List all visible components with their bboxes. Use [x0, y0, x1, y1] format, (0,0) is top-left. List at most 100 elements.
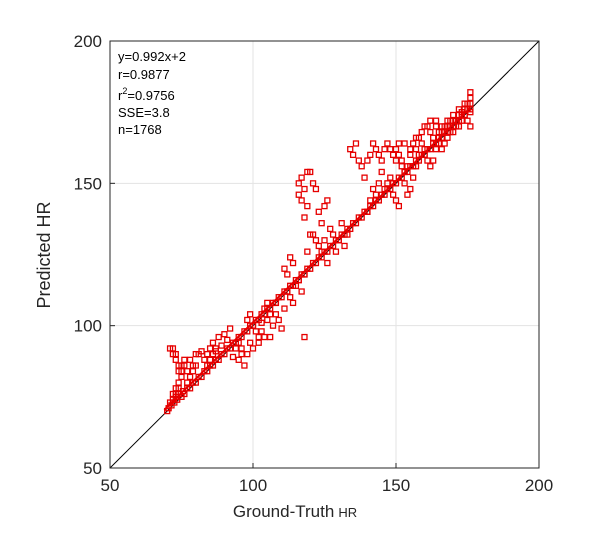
data-point — [304, 202, 311, 210]
data-point — [327, 225, 334, 233]
data-point — [387, 146, 394, 153]
data-point — [467, 123, 474, 130]
data-point — [312, 185, 320, 193]
data-point — [298, 197, 305, 204]
data-point — [421, 123, 428, 130]
annotation-n: n=1768 — [118, 122, 162, 137]
data-point — [209, 339, 217, 346]
data-point — [258, 319, 265, 326]
fit-line — [163, 106, 472, 411]
data-point — [344, 231, 351, 238]
data-point — [441, 140, 448, 147]
data-point — [410, 174, 417, 181]
data-point — [455, 111, 463, 119]
data-point — [467, 94, 474, 102]
data-point — [338, 220, 345, 227]
data-point — [204, 350, 211, 358]
data-point — [206, 356, 214, 363]
data-point — [287, 254, 294, 261]
data-point — [450, 111, 457, 119]
data-point — [264, 299, 271, 307]
data-point — [321, 237, 328, 244]
data-point — [341, 242, 348, 250]
data-point — [301, 185, 308, 193]
data-point — [432, 123, 440, 130]
fit-line-path — [163, 106, 472, 411]
data-point — [450, 128, 457, 136]
data-point — [175, 362, 182, 369]
data-point — [332, 248, 340, 255]
data-point — [412, 134, 420, 141]
data-point — [235, 339, 242, 346]
data-point — [284, 271, 291, 278]
data-point — [244, 350, 251, 358]
data-point — [195, 350, 202, 358]
data-point — [212, 345, 219, 352]
data-point — [272, 311, 280, 318]
data-point — [186, 373, 194, 381]
data-point — [267, 311, 274, 318]
data-point — [324, 259, 331, 267]
tick-labels: 50 100 150 200 50 100 150 200 — [74, 32, 554, 495]
data-point — [201, 356, 208, 363]
data-point — [224, 336, 231, 344]
data-point — [261, 333, 268, 341]
data-point — [298, 288, 305, 295]
data-point — [287, 294, 294, 301]
data-point — [309, 231, 317, 238]
y-tick-label: 200 — [74, 32, 102, 51]
data-point — [461, 100, 468, 107]
data-point — [355, 157, 362, 164]
data-point — [424, 157, 431, 164]
data-point — [278, 325, 285, 332]
data-point — [255, 333, 262, 341]
annotation-r2: r2=0.9756 — [118, 86, 175, 103]
data-point — [329, 231, 337, 238]
data-point — [444, 134, 451, 141]
data-point — [232, 345, 239, 352]
data-point — [269, 322, 277, 329]
data-point — [392, 197, 400, 204]
data-point — [249, 345, 257, 352]
data-point — [267, 333, 274, 341]
data-point — [435, 140, 443, 147]
data-point — [298, 174, 305, 181]
data-point — [367, 151, 374, 159]
data-point — [358, 163, 365, 170]
annotation-r2-exp: 2 — [122, 86, 127, 96]
data-point — [375, 151, 382, 159]
data-point — [352, 140, 360, 147]
annotation-r: r=0.9877 — [118, 67, 170, 82]
annotation-sse: SSE=3.8 — [118, 105, 170, 120]
data-point — [307, 168, 314, 176]
data-point — [392, 146, 400, 153]
annotation-r2-prefix: r — [118, 88, 123, 103]
data-point — [430, 134, 437, 141]
data-point — [175, 385, 182, 392]
data-point — [432, 146, 440, 153]
data-point — [281, 265, 288, 272]
data-point — [427, 128, 434, 136]
data-point — [347, 146, 354, 153]
data-point — [458, 117, 465, 124]
data-point — [384, 180, 391, 187]
data-point — [361, 174, 368, 181]
data-point — [295, 180, 302, 187]
data-point — [295, 191, 302, 198]
data-point — [255, 339, 262, 346]
data-point — [281, 305, 288, 312]
data-point — [184, 368, 191, 375]
annotation-r2-value: =0.9756 — [127, 88, 174, 103]
x-tick-label: 200 — [525, 476, 553, 495]
x-axis-label: Ground-Truth HR — [233, 502, 357, 521]
data-point — [218, 342, 225, 349]
data-point — [372, 146, 380, 153]
data-point — [369, 185, 377, 193]
data-point — [275, 316, 282, 324]
annotation-equation: y=0.992x+2 — [118, 49, 186, 64]
y-tick-label: 100 — [74, 317, 102, 336]
data-point — [189, 368, 197, 375]
data-point — [289, 299, 297, 307]
data-point — [398, 157, 405, 164]
